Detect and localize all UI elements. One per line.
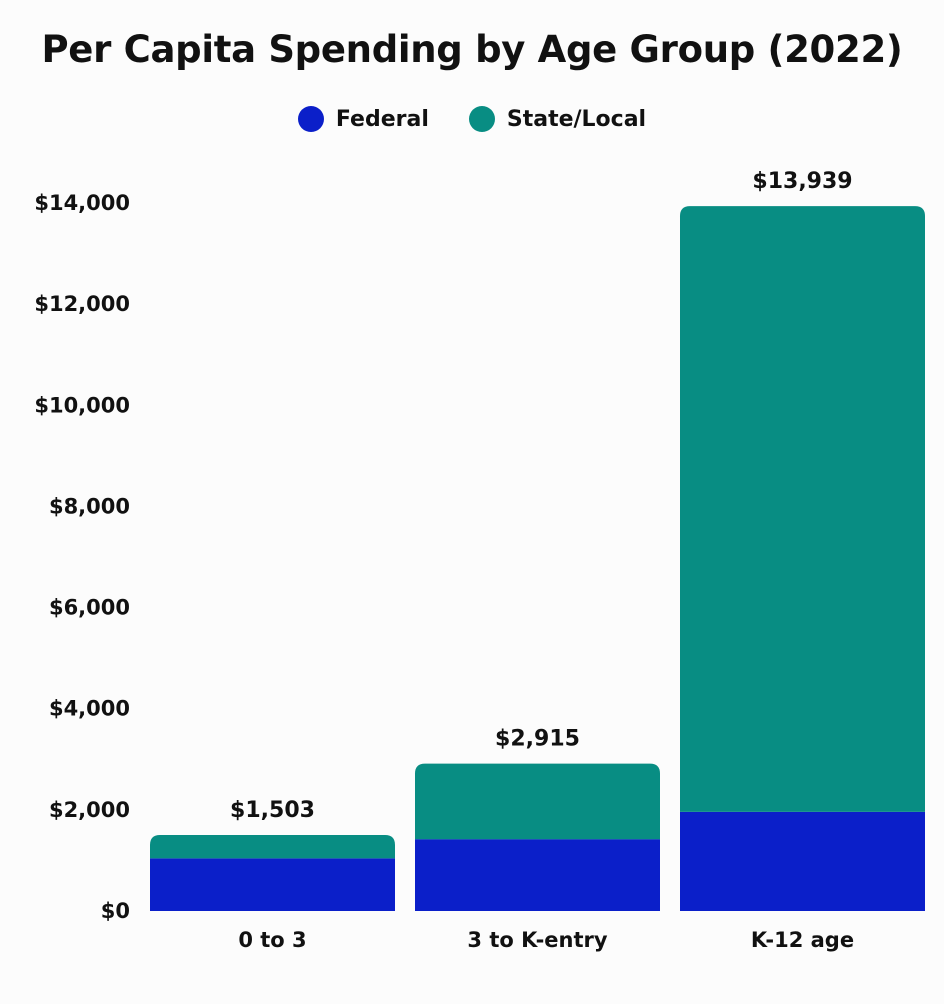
bar-total-label: $13,939 [752, 169, 852, 194]
bar-state-local-1 [415, 763, 660, 840]
y-tick-label: $14,000 [34, 191, 130, 215]
bar-state-local-0 [150, 834, 395, 859]
y-tick-label: $10,000 [34, 393, 130, 417]
bar-total-label: $1,503 [230, 798, 315, 823]
legend: Federal State/Local [0, 106, 944, 132]
x-tick-label: 0 to 3 [238, 928, 306, 952]
legend-swatch-federal [297, 106, 324, 132]
y-tick-label: $2,000 [49, 798, 130, 822]
y-tick-label: $0 [101, 899, 130, 923]
chart-title: Per Capita Spending by Age Group (2022) [41, 28, 903, 71]
y-tick-label: $8,000 [49, 494, 130, 518]
bar-federal-0 [150, 858, 395, 911]
bar-federal-2 [680, 811, 925, 911]
bar-federal-1 [415, 839, 660, 911]
bar-state-local-2 [680, 206, 925, 812]
legend-item-federal: Federal [297, 106, 429, 132]
bar-total-label: $2,915 [495, 727, 580, 752]
y-tick-label: $6,000 [49, 596, 130, 620]
legend-item-state-local: State/Local [468, 106, 647, 132]
x-tick-label: K-12 age [751, 928, 854, 952]
y-tick-label: $12,000 [34, 292, 130, 316]
legend-label-state-local: State/Local [506, 106, 647, 132]
legend-swatch-state-local [468, 106, 495, 132]
y-tick-label: $4,000 [49, 697, 130, 721]
legend-label-federal: Federal [335, 106, 429, 132]
x-tick-label: 3 to K-entry [467, 928, 607, 952]
